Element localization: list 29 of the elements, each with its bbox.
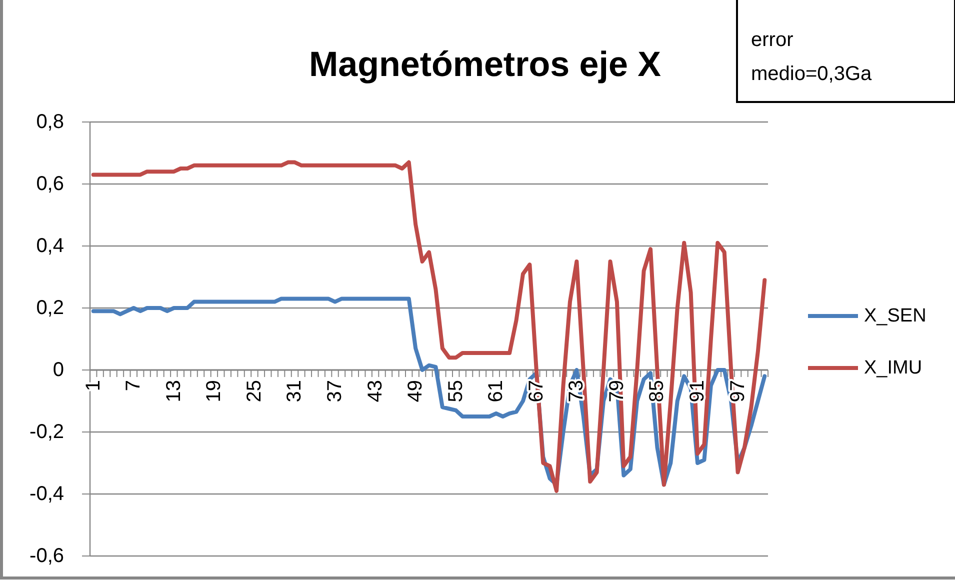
y-tick-label: 0,6 bbox=[36, 173, 64, 195]
x-tick-label: 1 bbox=[82, 380, 104, 392]
x-tick-label: 91 bbox=[686, 380, 709, 402]
x-tick-label: 97 bbox=[726, 380, 749, 402]
x-tick-label: 61 bbox=[485, 380, 508, 402]
x-tick-label: 31 bbox=[284, 380, 306, 402]
x-tick-label: 67 bbox=[525, 380, 548, 402]
x-tick-label: 55 bbox=[444, 380, 467, 402]
x-tick-label: 85 bbox=[646, 380, 668, 402]
x-tick-label: 7 bbox=[122, 380, 145, 392]
text: error medio=0,3Ga bbox=[751, 29, 873, 85]
y-tick-label: 0,2 bbox=[36, 297, 64, 319]
x-tick-label: 37 bbox=[324, 380, 346, 402]
x-tick-label: 73 bbox=[566, 380, 588, 402]
y-tick-label: -0,6 bbox=[30, 545, 64, 567]
legend-label: X_SEN bbox=[864, 306, 926, 326]
x-tick-label: 25 bbox=[243, 380, 266, 402]
x-tick-label: 79 bbox=[606, 380, 628, 402]
x-tick-label: 19 bbox=[203, 380, 226, 402]
y-tick-label: -0,4 bbox=[30, 483, 64, 505]
y-tick-label: 0,4 bbox=[36, 235, 64, 257]
legend-label: X_IMU bbox=[864, 358, 922, 378]
y-tick-label: -0,2 bbox=[30, 421, 64, 443]
y-tick-label: 0,8 bbox=[36, 111, 64, 133]
x-tick-label: 43 bbox=[364, 380, 386, 402]
y-tick-label: 0 bbox=[52, 359, 64, 381]
chart-title: Magnetómetros eje X bbox=[308, 45, 662, 84]
x-tick-label: 49 bbox=[404, 380, 427, 402]
x-tick-label: 13 bbox=[162, 380, 185, 402]
